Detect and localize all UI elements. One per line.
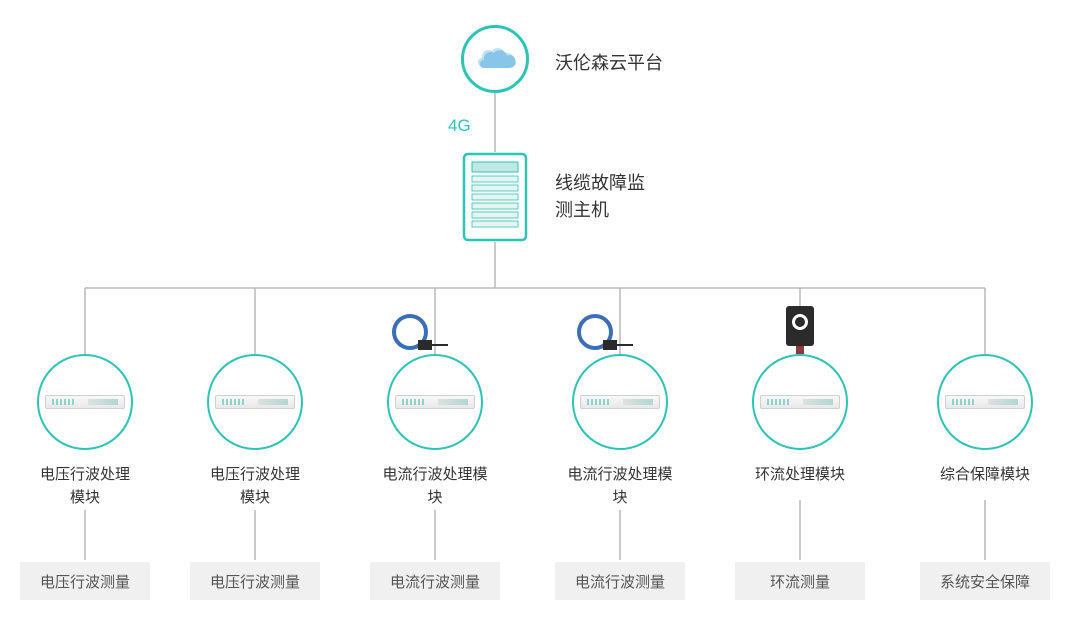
cloud-icon bbox=[473, 44, 517, 74]
loop-sensor-icon bbox=[390, 312, 450, 362]
cloud-node bbox=[461, 25, 529, 93]
host-label: 线缆故障监 测主机 bbox=[555, 170, 645, 224]
module-label-line1: 电流行波处理模 bbox=[382, 466, 487, 483]
module-label-line1: 电压行波处理 bbox=[40, 466, 130, 483]
cabinet-icon bbox=[462, 152, 528, 242]
module-label: 综合保障模块 bbox=[905, 464, 1065, 487]
module-node bbox=[207, 354, 303, 450]
cloud-label: 沃伦森云平台 bbox=[555, 50, 663, 77]
device-icon bbox=[580, 395, 660, 409]
module-node bbox=[752, 354, 848, 450]
device-icon bbox=[945, 395, 1025, 409]
module-node bbox=[37, 354, 133, 450]
module-node bbox=[387, 354, 483, 450]
link-4g-label: 4G bbox=[448, 113, 471, 139]
measurement-box: 环流测量 bbox=[735, 562, 865, 600]
module-label: 电流行波处理模块 bbox=[355, 464, 515, 509]
module-label-line2: 块 bbox=[427, 489, 442, 506]
measurement-box: 电流行波测量 bbox=[555, 562, 685, 600]
module-label-line2: 块 bbox=[612, 489, 627, 506]
measurement-box: 电压行波测量 bbox=[20, 562, 150, 600]
module-label-line2: 模块 bbox=[240, 489, 270, 506]
host-label-line2: 测主机 bbox=[555, 200, 609, 220]
block-sensor-icon bbox=[780, 302, 820, 357]
module-label-line1: 电流行波处理模 bbox=[567, 466, 672, 483]
module-label: 环流处理模块 bbox=[720, 464, 880, 487]
module-label: 电压行波处理模块 bbox=[175, 464, 335, 509]
device-icon bbox=[215, 395, 295, 409]
measurement-box: 电压行波测量 bbox=[190, 562, 320, 600]
module-node bbox=[572, 354, 668, 450]
host-label-line1: 线缆故障监 bbox=[555, 173, 645, 193]
measurement-box: 系统安全保障 bbox=[920, 562, 1050, 600]
host-node bbox=[462, 152, 528, 242]
module-label-line1: 综合保障模块 bbox=[940, 466, 1030, 483]
module-label: 电压行波处理模块 bbox=[5, 464, 165, 509]
module-label-line1: 环流处理模块 bbox=[755, 466, 845, 483]
device-icon bbox=[395, 395, 475, 409]
device-icon bbox=[760, 395, 840, 409]
measurement-box: 电流行波测量 bbox=[370, 562, 500, 600]
module-node bbox=[937, 354, 1033, 450]
device-icon bbox=[45, 395, 125, 409]
module-label: 电流行波处理模块 bbox=[540, 464, 700, 509]
connector-lines bbox=[0, 0, 1072, 623]
module-label-line2: 模块 bbox=[70, 489, 100, 506]
loop-sensor-icon bbox=[575, 312, 635, 362]
module-label-line1: 电压行波处理 bbox=[210, 466, 300, 483]
